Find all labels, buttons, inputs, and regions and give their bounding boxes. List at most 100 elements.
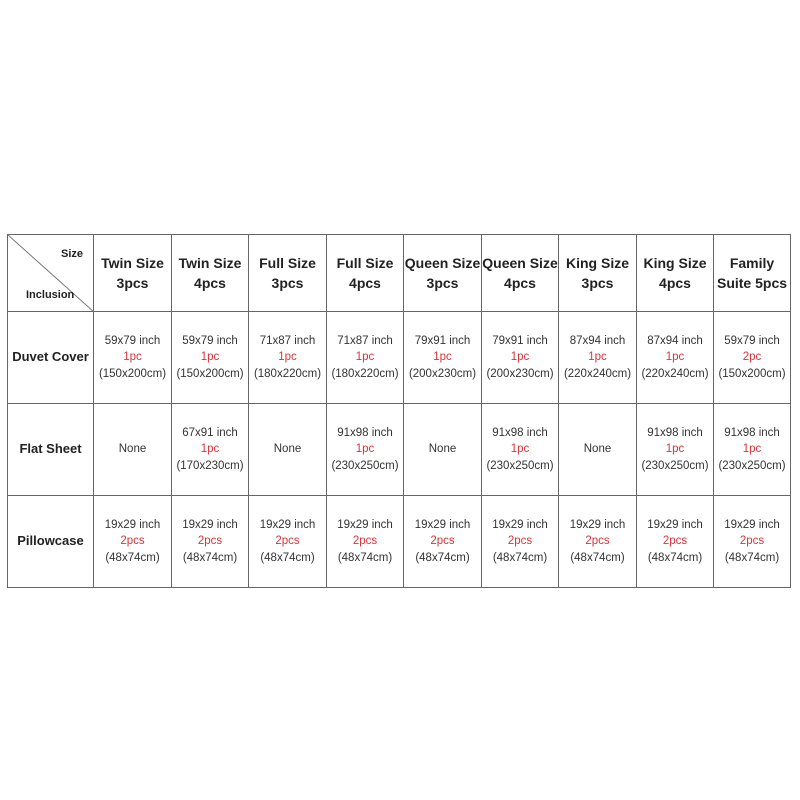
column-header: King Size 4pcs bbox=[636, 234, 714, 312]
table-cell: 19x29 inch 2pcs (48x74cm) bbox=[93, 495, 172, 588]
row-header: Duvet Cover bbox=[7, 311, 94, 404]
inch-size: 71x87 inch bbox=[337, 334, 393, 347]
cm-size: (230x250cm) bbox=[331, 459, 399, 472]
column-header: Family Suite 5pcs bbox=[713, 234, 791, 312]
table-cell: 87x94 inch 1pc (220x240cm) bbox=[558, 311, 637, 404]
cm-size: (180x220cm) bbox=[331, 367, 399, 380]
cm-size: (48x74cm) bbox=[337, 551, 393, 564]
quantity: 2pcs bbox=[120, 535, 145, 548]
quantity: 2pcs bbox=[585, 535, 610, 548]
table-cell: 19x29 inch 2pcs (48x74cm) bbox=[558, 495, 637, 588]
inch-size: 87x94 inch bbox=[647, 334, 703, 347]
table-row: Pillowcase 19x29 inch 2pcs (48x74cm) 19x29 i… bbox=[7, 495, 791, 588]
table-cell: 59x79 inch 1pc (150x200cm) bbox=[93, 311, 172, 404]
corner-cell: Size Inclusion bbox=[7, 234, 94, 312]
none-value: None bbox=[428, 443, 457, 456]
quantity: 1pc bbox=[200, 443, 220, 456]
cm-size: (200x230cm) bbox=[408, 367, 477, 380]
inch-size: 91x98 inch bbox=[492, 426, 548, 439]
table-row: Duvet Cover 59x79 inch 1pc (150x200cm) 59x79… bbox=[7, 311, 791, 404]
table-cell: None bbox=[93, 403, 172, 496]
quantity: 1pc bbox=[665, 443, 685, 456]
table-cell: 87x94 inch 1pc (220x240cm) bbox=[636, 311, 714, 404]
quantity: 2pcs bbox=[197, 535, 223, 548]
cm-size: (150x200cm) bbox=[98, 367, 167, 380]
inch-size: 67x91 inch bbox=[182, 426, 238, 439]
column-header: Twin Size 4pcs bbox=[171, 234, 249, 312]
cm-size: (220x240cm) bbox=[641, 367, 709, 380]
cm-size: (150x200cm) bbox=[718, 367, 786, 380]
quantity: 1pc bbox=[355, 443, 375, 456]
quantity: 1pc bbox=[510, 443, 530, 456]
table-cell: 19x29 inch 2pcs (48x74cm) bbox=[248, 495, 327, 588]
table-cell: 79x91 inch 1pc (200x230cm) bbox=[403, 311, 482, 404]
quantity: 2pcs bbox=[275, 535, 300, 548]
table-row: Flat Sheet None 67x91 inch 1pc (170x230cm) No… bbox=[7, 403, 791, 496]
none-value: None bbox=[118, 443, 147, 456]
quantity: 1pc bbox=[665, 351, 685, 364]
cm-size: (200x230cm) bbox=[486, 367, 554, 380]
inch-size: 91x98 inch bbox=[647, 426, 703, 439]
inclusion-axis-label: Inclusion bbox=[26, 289, 75, 301]
quantity: 2pcs bbox=[507, 535, 533, 548]
quantity: 1pc bbox=[742, 443, 762, 456]
cm-size: (48x74cm) bbox=[570, 551, 625, 564]
cm-size: (48x74cm) bbox=[724, 551, 780, 564]
column-header: Twin Size 3pcs bbox=[93, 234, 172, 312]
table-cell: None bbox=[558, 403, 637, 496]
quantity: 2pc bbox=[742, 351, 762, 364]
inch-size: 79x91 inch bbox=[492, 334, 548, 347]
inch-size: 87x94 inch bbox=[569, 334, 626, 347]
quantity: 2pcs bbox=[352, 535, 378, 548]
quantity: 1pc bbox=[200, 351, 220, 364]
inch-size: 19x29 inch bbox=[492, 518, 548, 531]
quantity: 1pc bbox=[510, 351, 530, 364]
column-header: Queen Size 3pcs bbox=[403, 234, 482, 312]
table-cell: 91x98 inch 1pc (230x250cm) bbox=[481, 403, 559, 496]
quantity: 2pcs bbox=[430, 535, 455, 548]
cm-size: (180x220cm) bbox=[253, 367, 322, 380]
none-value: None bbox=[273, 443, 302, 456]
table-cell: None bbox=[403, 403, 482, 496]
inch-size: 19x29 inch bbox=[104, 518, 161, 531]
quantity: 2pcs bbox=[662, 535, 688, 548]
table-cell: 91x98 inch 1pc (230x250cm) bbox=[326, 403, 404, 496]
inch-size: 19x29 inch bbox=[414, 518, 471, 531]
inch-size: 19x29 inch bbox=[182, 518, 238, 531]
cm-size: (220x240cm) bbox=[563, 367, 632, 380]
quantity: 1pc bbox=[123, 351, 142, 364]
table-cell: 91x98 inch 1pc (230x250cm) bbox=[713, 403, 791, 496]
cm-size: (230x250cm) bbox=[718, 459, 786, 472]
cm-size: (48x74cm) bbox=[182, 551, 238, 564]
quantity: 1pc bbox=[278, 351, 297, 364]
inch-size: 19x29 inch bbox=[259, 518, 316, 531]
table-cell: 59x79 inch 2pc (150x200cm) bbox=[713, 311, 791, 404]
table-cell: 19x29 inch 2pcs (48x74cm) bbox=[326, 495, 404, 588]
column-header: Full Size 3pcs bbox=[248, 234, 327, 312]
quantity: 2pcs bbox=[739, 535, 765, 548]
table-cell: 19x29 inch 2pcs (48x74cm) bbox=[713, 495, 791, 588]
quantity: 1pc bbox=[588, 351, 607, 364]
quantity: 1pc bbox=[355, 351, 375, 364]
table-cell: 71x87 inch 1pc (180x220cm) bbox=[248, 311, 327, 404]
table-cell: 19x29 inch 2pcs (48x74cm) bbox=[403, 495, 482, 588]
table-cell: 19x29 inch 2pcs (48x74cm) bbox=[171, 495, 249, 588]
row-header: Pillowcase bbox=[7, 495, 94, 588]
table-cell: 59x79 inch 1pc (150x200cm) bbox=[171, 311, 249, 404]
inch-size: 59x79 inch bbox=[182, 334, 238, 347]
table-cell: 91x98 inch 1pc (230x250cm) bbox=[636, 403, 714, 496]
table-cell: 19x29 inch 2pcs (48x74cm) bbox=[636, 495, 714, 588]
cm-size: (48x74cm) bbox=[415, 551, 470, 564]
column-header: Queen Size 4pcs bbox=[481, 234, 559, 312]
cm-size: (170x230cm) bbox=[176, 459, 244, 472]
inch-size: 71x87 inch bbox=[259, 334, 316, 347]
none-value: None bbox=[583, 443, 612, 456]
row-header: Flat Sheet bbox=[7, 403, 94, 496]
diagonal-divider bbox=[8, 235, 94, 312]
table-cell: 67x91 inch 1pc (170x230cm) bbox=[171, 403, 249, 496]
table-cell: None bbox=[248, 403, 327, 496]
cm-size: (230x250cm) bbox=[486, 459, 554, 472]
table-cell: 19x29 inch 2pcs (48x74cm) bbox=[481, 495, 559, 588]
table-cell: 71x87 inch 1pc (180x220cm) bbox=[326, 311, 404, 404]
inch-size: 59x79 inch bbox=[724, 334, 780, 347]
